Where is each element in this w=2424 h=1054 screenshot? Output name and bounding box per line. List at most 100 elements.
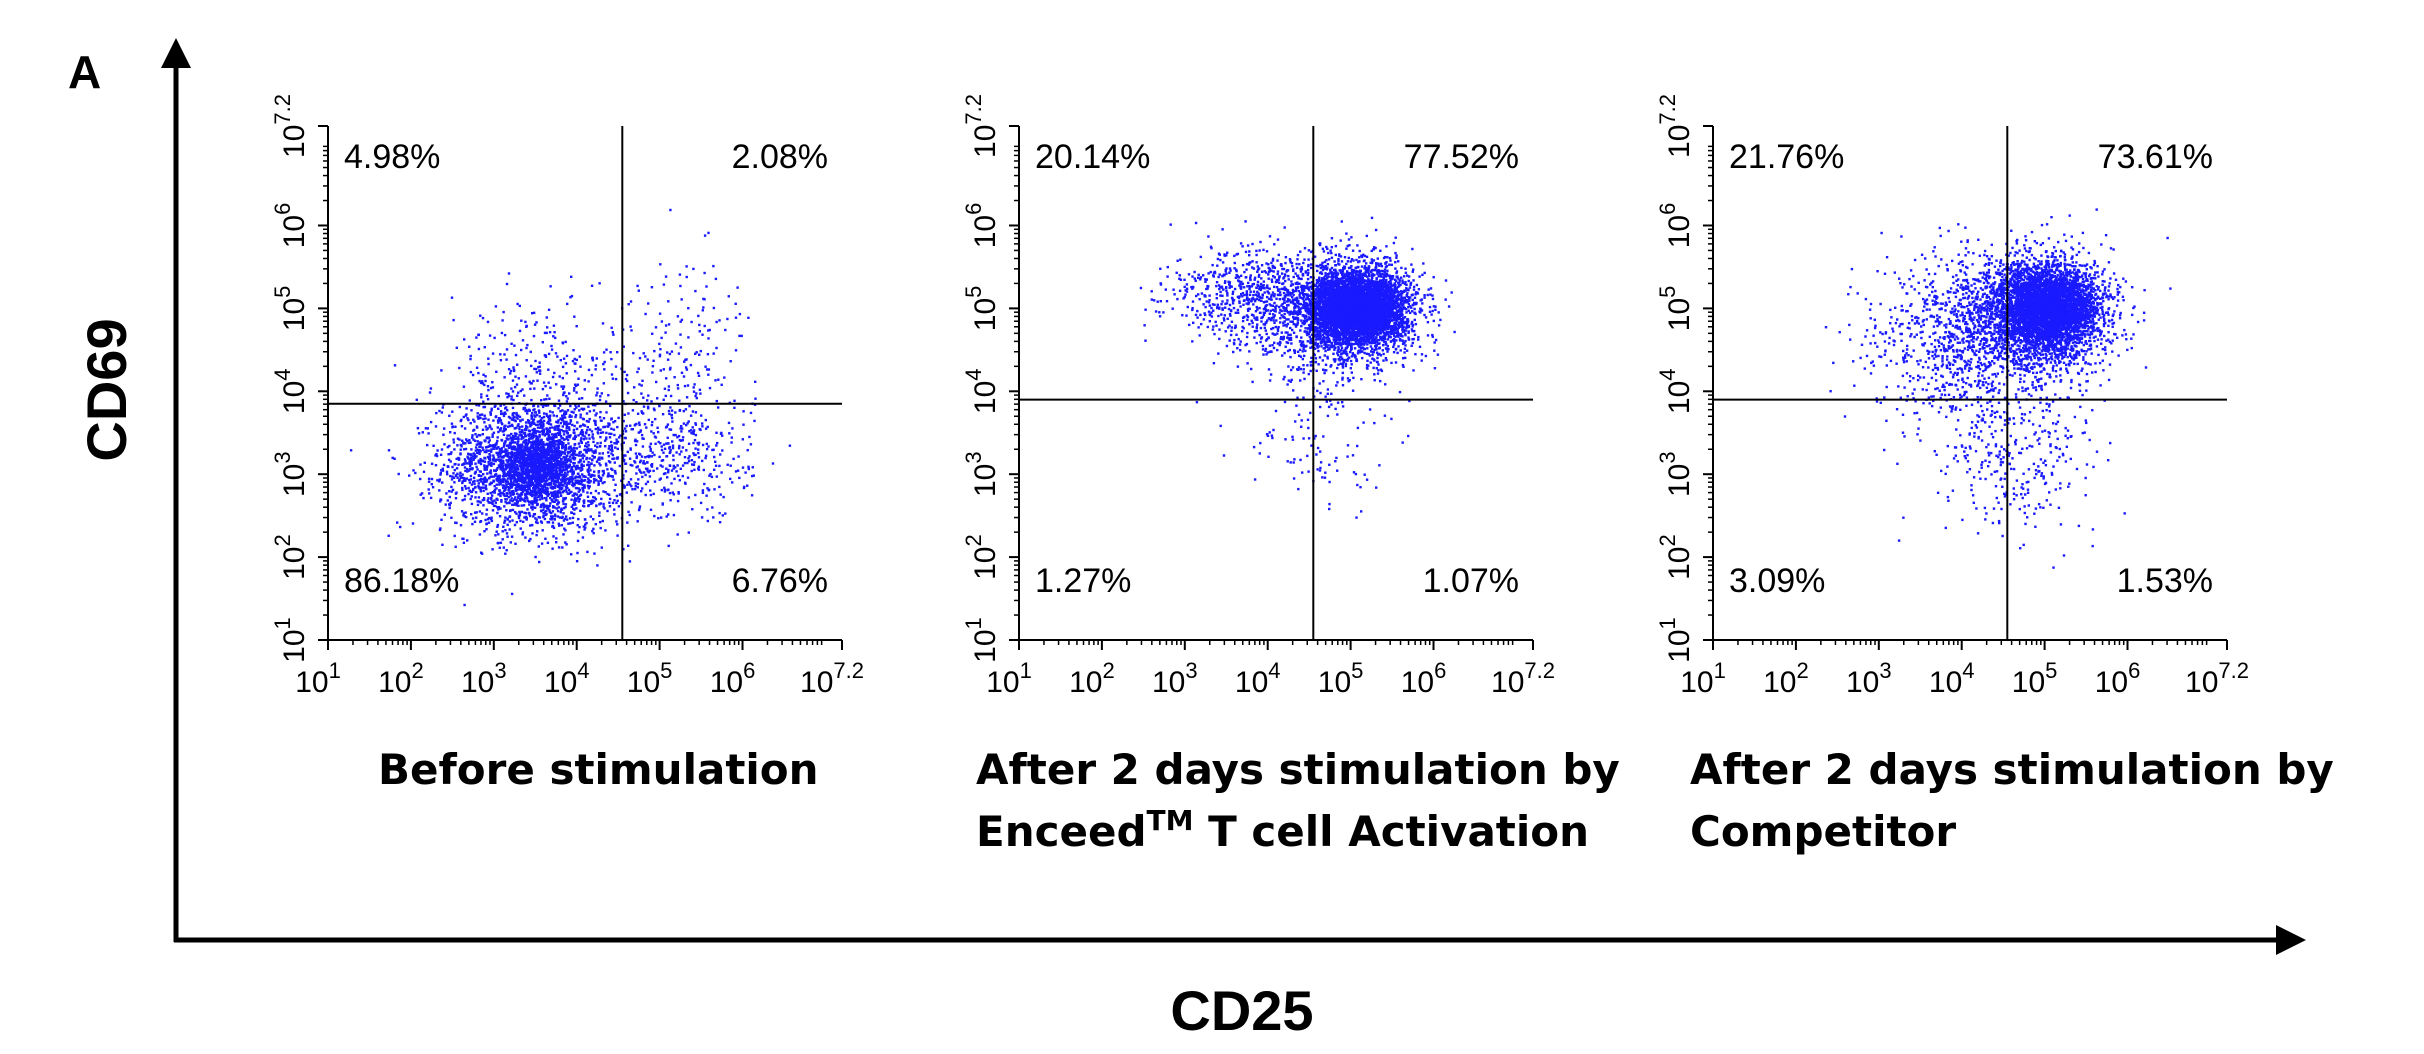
scatter-point xyxy=(560,436,563,439)
scatter-point xyxy=(600,497,603,501)
scatter-point xyxy=(729,360,732,363)
scatter-point xyxy=(520,447,523,450)
scatter-point xyxy=(497,464,501,468)
scatter-point xyxy=(446,465,449,468)
scatter-point xyxy=(522,461,526,464)
scatter-point xyxy=(698,323,701,327)
scatter-point xyxy=(650,286,654,289)
scatter-point xyxy=(632,398,635,402)
scatter-point xyxy=(541,448,545,452)
scatter-point xyxy=(569,434,572,437)
scatter-point xyxy=(469,357,472,361)
scatter-point xyxy=(529,387,532,391)
scatter-point xyxy=(528,539,531,543)
scatter-point xyxy=(514,375,517,378)
scatter-point xyxy=(587,449,590,452)
scatter-point xyxy=(533,494,536,497)
scatter-point xyxy=(399,525,402,529)
scatter-point xyxy=(559,472,562,475)
scatter-point xyxy=(516,472,519,476)
scatter-point xyxy=(477,461,480,464)
scatter-point xyxy=(485,522,488,525)
scatter-point xyxy=(504,448,507,451)
scatter-point xyxy=(429,496,433,500)
scatter-point xyxy=(638,468,641,471)
scatter-point xyxy=(495,479,498,482)
scatter-point xyxy=(593,552,596,555)
scatter-point xyxy=(560,482,563,486)
scatter-point xyxy=(459,419,462,423)
scatter-point xyxy=(501,422,504,426)
scatter-point xyxy=(568,415,571,419)
scatter-point xyxy=(477,371,480,375)
scatter-point xyxy=(577,404,580,408)
scatter-point xyxy=(512,412,515,415)
scatter-point xyxy=(701,422,704,425)
scatter-point xyxy=(455,474,458,477)
scatter-point xyxy=(560,524,563,527)
scatter-point xyxy=(596,442,599,445)
scatter-point xyxy=(349,449,353,452)
scatter-point xyxy=(574,475,578,478)
scatter-point xyxy=(531,475,534,479)
scatter-point xyxy=(387,449,391,452)
scatter-point xyxy=(451,488,455,492)
scatter-point xyxy=(627,481,631,484)
scatter-point xyxy=(597,428,600,431)
scatter-point xyxy=(578,498,581,501)
scatter-point xyxy=(517,514,520,518)
scatter-point xyxy=(516,453,519,456)
scatter-point xyxy=(519,488,523,491)
scatter-point xyxy=(732,457,735,461)
scatter-point xyxy=(512,415,516,418)
scatter-point xyxy=(522,487,525,490)
scatter-point xyxy=(461,481,464,485)
scatter-point xyxy=(738,312,742,316)
scatter-point xyxy=(559,359,562,362)
scatter-point xyxy=(478,434,482,437)
scatter-point xyxy=(616,523,619,526)
scatter-point xyxy=(498,515,502,518)
scatter-point xyxy=(387,534,390,537)
scatter-point xyxy=(478,379,481,383)
scatter-point xyxy=(597,471,600,474)
scatter-point xyxy=(440,518,443,521)
scatter-point xyxy=(622,419,625,423)
scatter-point xyxy=(550,433,554,436)
scatter-point xyxy=(519,519,522,523)
scatter-point xyxy=(470,483,474,486)
scatter-point xyxy=(600,546,603,549)
scatter-point xyxy=(576,421,579,424)
scatter-point xyxy=(468,345,471,348)
scatter-point xyxy=(541,405,545,409)
scatter-point xyxy=(529,461,532,464)
scatter-point xyxy=(683,461,687,465)
scatter-point xyxy=(488,445,491,448)
scatter-point xyxy=(397,472,400,476)
scatter-point xyxy=(545,479,549,482)
scatter-point xyxy=(519,419,522,423)
scatter-point xyxy=(484,440,487,443)
scatter-point xyxy=(534,476,537,480)
scatter-point xyxy=(535,455,538,458)
scatter-point xyxy=(642,352,645,355)
scatter-point xyxy=(477,484,480,488)
scatter-point xyxy=(544,464,547,467)
scatter-point xyxy=(565,410,568,414)
scatter-point xyxy=(548,429,551,432)
scatter-point xyxy=(566,302,569,306)
scatter-point xyxy=(578,397,581,400)
scatter-point xyxy=(442,463,446,467)
scatter-point xyxy=(582,500,585,503)
scatter-point xyxy=(573,436,576,439)
scatter-point xyxy=(541,460,544,464)
scatter-point xyxy=(520,469,523,472)
scatter-point xyxy=(564,505,567,509)
scatter-point xyxy=(594,497,598,501)
scatter-point xyxy=(480,396,483,399)
scatter-point xyxy=(474,491,478,494)
scatter-point xyxy=(503,442,506,445)
scatter-point xyxy=(501,450,504,453)
scatter-point xyxy=(613,420,617,423)
scatter-point xyxy=(551,525,554,528)
